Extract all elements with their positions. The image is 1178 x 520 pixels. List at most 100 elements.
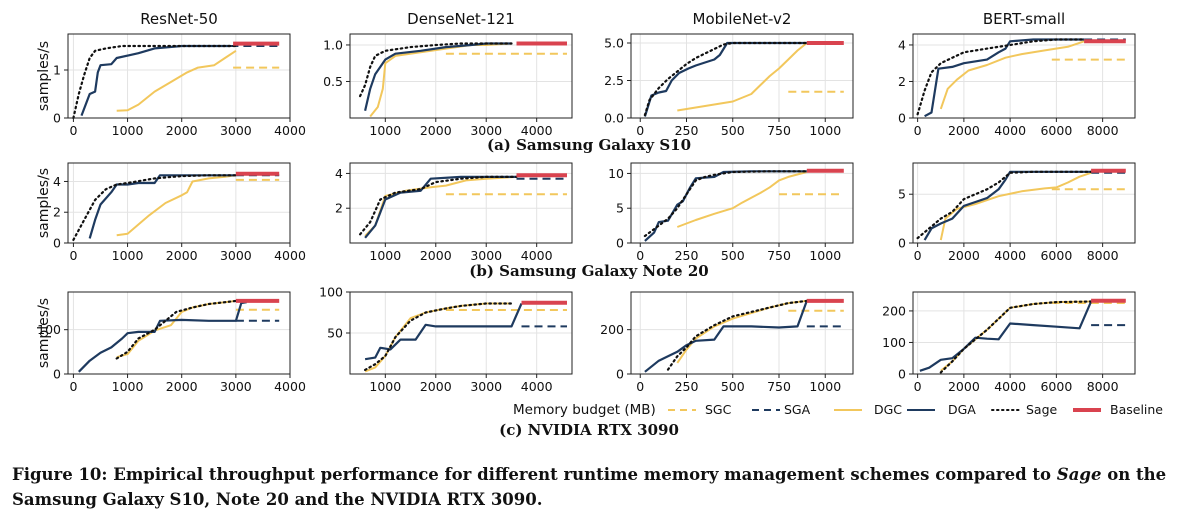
legend-label-dga: DGA bbox=[948, 402, 976, 417]
x-tick-label: 3000 bbox=[470, 123, 502, 138]
series-dgc bbox=[364, 302, 512, 373]
series-dgc bbox=[677, 42, 808, 112]
plot-frame bbox=[349, 33, 573, 119]
series-group bbox=[78, 298, 280, 373]
panel-samsung-galaxy-s10-resnet-50: 0 1000 2000 3000 4000 0 1 bbox=[53, 33, 306, 138]
series-group bbox=[72, 171, 280, 241]
series-dgc bbox=[939, 40, 1085, 110]
x-tick-label: 0 bbox=[636, 248, 644, 263]
series-sage bbox=[643, 41, 808, 117]
x-tick-label: 6000 bbox=[1040, 379, 1072, 394]
series-group bbox=[643, 168, 844, 242]
series-dga bbox=[923, 170, 1092, 241]
x-tick-label: 8000 bbox=[1087, 248, 1119, 263]
y-tick-label: 1 bbox=[53, 63, 61, 78]
x-tick-label: 0 bbox=[914, 379, 922, 394]
series-group bbox=[72, 41, 280, 120]
plot-frame bbox=[67, 162, 291, 244]
x-tick-label: 750 bbox=[767, 123, 791, 138]
series-group bbox=[643, 41, 844, 117]
x-tick-label: 1000 bbox=[369, 379, 401, 394]
y-tick-label: 0 bbox=[898, 367, 906, 382]
legend: Memory budget (MB) SGC SGA DGC DGA Sage Baseli… bbox=[513, 402, 1163, 418]
row-caption-2: (b) Samsung Galaxy Note 20 bbox=[469, 262, 708, 280]
legend-label-sga: SGA bbox=[784, 402, 811, 417]
y-tick-label: 5.0 bbox=[604, 36, 624, 51]
legend-label-baseline: Baseline bbox=[1110, 402, 1163, 417]
y-tick-label: 100 bbox=[882, 335, 906, 350]
y-tick-label: 2 bbox=[335, 201, 343, 216]
x-tick-label: 3000 bbox=[470, 379, 502, 394]
series-sage bbox=[916, 170, 1093, 240]
series-dga bbox=[364, 303, 523, 361]
x-tick-label: 250 bbox=[675, 379, 699, 394]
plot-frame bbox=[912, 33, 1136, 119]
x-tick-label: 1000 bbox=[112, 248, 144, 263]
series-group bbox=[644, 298, 844, 373]
x-tick-label: 2000 bbox=[166, 248, 198, 263]
y-tick-label: 0 bbox=[53, 236, 61, 251]
model-title-bert-small: BERT-small bbox=[983, 10, 1065, 28]
y-tick-label: 0 bbox=[898, 111, 906, 126]
x-tick-label: 4000 bbox=[994, 248, 1026, 263]
plot-frame bbox=[630, 162, 854, 244]
x-tick-label: 4000 bbox=[274, 123, 306, 138]
x-tick-label: 0 bbox=[636, 379, 644, 394]
series-dgc bbox=[940, 300, 1092, 372]
y-tick-label: 1.0 bbox=[323, 37, 343, 52]
series-dgc bbox=[364, 175, 517, 237]
series-dga bbox=[643, 41, 807, 117]
y-tick-label: 10 bbox=[608, 166, 624, 181]
x-tick-label: 4000 bbox=[274, 248, 306, 263]
caption-pre: Empirical throughput performance for dif… bbox=[113, 465, 1052, 484]
y-tick-label: 4 bbox=[898, 37, 906, 52]
panel-nvidia-rtx-3090-bert-small: 0 2000 4000 6000 8000 0 100 200 bbox=[882, 291, 1136, 394]
y-tick-label: 100 bbox=[319, 285, 343, 300]
x-tick-label: 250 bbox=[675, 248, 699, 263]
legend-label-sgc: SGC bbox=[705, 402, 732, 417]
panel-samsung-galaxy-s10-densenet-121: 1000 2000 3000 4000 0.5 1.0 bbox=[323, 33, 573, 138]
x-tick-label: 4000 bbox=[521, 379, 553, 394]
y-tick-label: 0.5 bbox=[323, 74, 343, 89]
x-tick-label: 500 bbox=[721, 123, 745, 138]
series-sage bbox=[72, 174, 237, 241]
panel-nvidia-rtx-3090-resnet-50: 0 1000 2000 3000 4000 0 100 bbox=[37, 291, 306, 394]
series-sage bbox=[364, 302, 513, 371]
y-tick-label: 0 bbox=[53, 367, 61, 382]
series-sage bbox=[666, 299, 808, 371]
plot-frame bbox=[912, 291, 1136, 375]
y-tick-label: 4 bbox=[335, 166, 343, 181]
series-dgc bbox=[939, 171, 1092, 241]
panel-nvidia-rtx-3090-densenet-121: 1000 2000 3000 4000 50 100 bbox=[319, 285, 573, 394]
series-group bbox=[359, 41, 567, 118]
x-tick-label: 750 bbox=[767, 248, 791, 263]
series-sage bbox=[643, 170, 808, 238]
figure-caption: Figure 10: Empirical throughput performa… bbox=[12, 462, 1172, 512]
series-sage bbox=[72, 44, 237, 120]
x-tick-label: 6000 bbox=[1040, 123, 1072, 138]
caption-sage: Sage bbox=[1056, 465, 1102, 484]
panel-samsung-galaxy-s10-mobilenet-v2: 0 250 500 750 1000 0.0 2.5 5.0 bbox=[604, 33, 854, 138]
x-tick-label: 4000 bbox=[521, 123, 553, 138]
x-tick-label: 8000 bbox=[1087, 123, 1119, 138]
x-tick-label: 2000 bbox=[420, 379, 452, 394]
y-tick-label: 5 bbox=[898, 187, 906, 202]
y-tick-label: 2.5 bbox=[604, 73, 624, 88]
y-tick-label: 100 bbox=[37, 322, 61, 337]
y-tick-label: 2 bbox=[53, 205, 61, 220]
x-tick-label: 0 bbox=[69, 248, 77, 263]
x-tick-label: 2000 bbox=[420, 123, 452, 138]
x-tick-label: 1000 bbox=[369, 248, 401, 263]
panel-samsung-galaxy-note-20-resnet-50: 0 1000 2000 3000 4000 0 2 4 bbox=[53, 162, 306, 263]
x-tick-label: 2000 bbox=[948, 123, 980, 138]
x-tick-label: 1000 bbox=[809, 379, 841, 394]
x-tick-label: 0 bbox=[636, 123, 644, 138]
plot-frame bbox=[67, 33, 291, 119]
y-tick-label: 2 bbox=[898, 74, 906, 89]
plot-frame bbox=[349, 162, 573, 244]
x-tick-label: 750 bbox=[767, 379, 791, 394]
panel-nvidia-rtx-3090-mobilenet-v2: 0 250 500 750 1000 0 200 bbox=[600, 291, 854, 394]
legend-label-sage: Sage bbox=[1026, 402, 1058, 417]
x-tick-label: 0 bbox=[69, 123, 77, 138]
model-title-densenet-121: DenseNet-121 bbox=[407, 10, 515, 28]
